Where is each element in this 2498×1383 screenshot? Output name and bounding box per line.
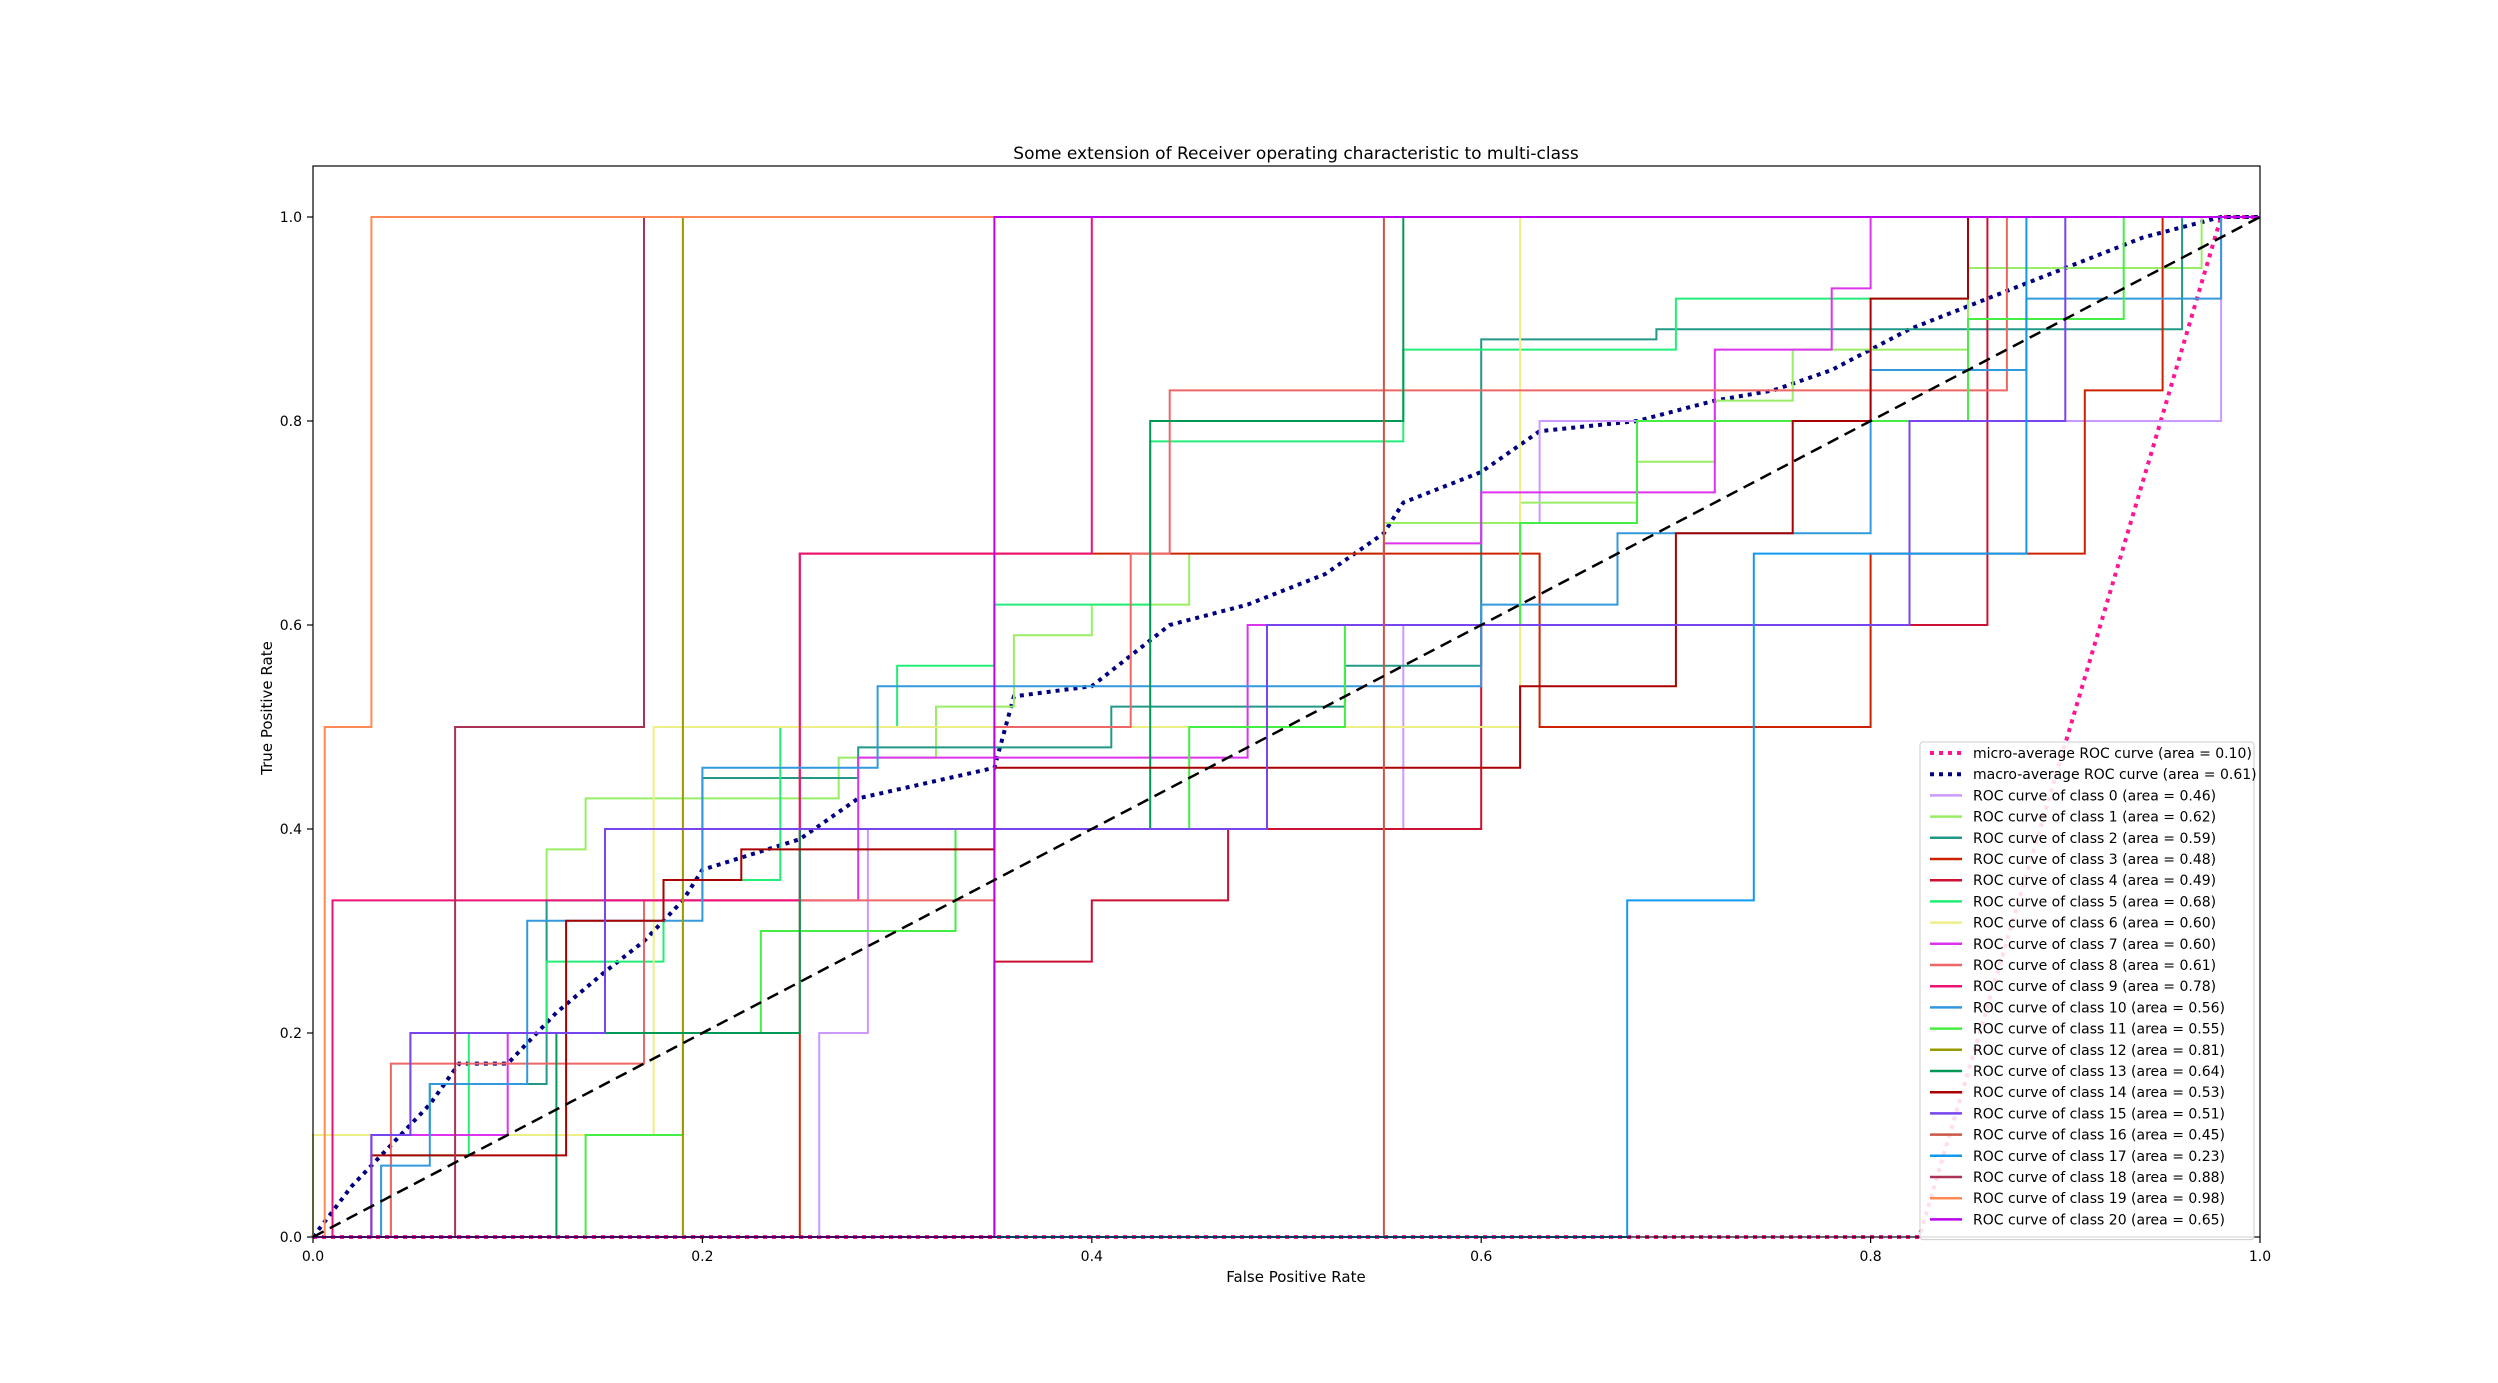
legend-entry-label: ROC curve of class 7 (area = 0.60) bbox=[1973, 937, 2216, 953]
legend-entry-label: ROC curve of class 2 (area = 0.59) bbox=[1973, 831, 2216, 847]
chart-title: Some extension of Receiver operating cha… bbox=[1013, 144, 1579, 164]
roc-curve-series-7 bbox=[313, 216, 2260, 1238]
legend-entry-label: ROC curve of class 14 (area = 0.53) bbox=[1973, 1085, 2225, 1101]
legend-entry-label: ROC curve of class 18 (area = 0.88) bbox=[1973, 1170, 2225, 1186]
chance-reference-line bbox=[312, 215, 2261, 1239]
legend-entry-label: macro-average ROC curve (area = 0.61) bbox=[1973, 767, 2257, 783]
y-tick-label: 0.4 bbox=[280, 822, 302, 838]
legend-entry-label: ROC curve of class 1 (area = 0.62) bbox=[1973, 810, 2216, 826]
roc-curve-series-16 bbox=[313, 216, 2260, 1238]
y-axis-label: True Positive Rate bbox=[258, 641, 276, 776]
legend-box bbox=[1919, 741, 2255, 1241]
legend-entry-label: ROC curve of class 13 (area = 0.64) bbox=[1973, 1064, 2225, 1080]
legend-entry-label: ROC curve of class 11 (area = 0.55) bbox=[1973, 1022, 2225, 1038]
legend-entry-label: ROC curve of class 8 (area = 0.61) bbox=[1973, 958, 2216, 974]
y-tick-label: 0.8 bbox=[280, 414, 302, 430]
legend-entry-label: ROC curve of class 15 (area = 0.51) bbox=[1973, 1106, 2225, 1122]
x-axis-ticks: 0.0 0.2 0.4 0.6 0.8 1.0 bbox=[302, 1237, 2271, 1265]
axes-frame bbox=[312, 165, 2261, 1238]
roc-curve-series-11 bbox=[313, 216, 2260, 1238]
y-tick-label: 1.0 bbox=[280, 210, 302, 226]
legend-entry-label: ROC curve of class 17 (area = 0.23) bbox=[1973, 1149, 2225, 1165]
x-tick-label: 0.2 bbox=[691, 1249, 713, 1265]
y-tick-label: 0.6 bbox=[280, 618, 302, 634]
legend-entry-label: ROC curve of class 16 (area = 0.45) bbox=[1973, 1128, 2225, 1144]
legend-entry-label: ROC curve of class 20 (area = 0.65) bbox=[1973, 1212, 2225, 1228]
legend-entry-label: ROC curve of class 4 (area = 0.49) bbox=[1973, 873, 2216, 889]
x-tick-label: 0.0 bbox=[302, 1249, 324, 1265]
x-tick-label: 0.8 bbox=[1859, 1249, 1881, 1265]
roc-curve-series-10 bbox=[313, 216, 2260, 1238]
legend-entry-label: ROC curve of class 12 (area = 0.81) bbox=[1973, 1043, 2225, 1059]
x-tick-label: 0.4 bbox=[1081, 1249, 1103, 1265]
x-axis-label: False Positive Rate bbox=[1226, 1268, 1365, 1286]
y-axis-ticks: 0.0 0.2 0.4 0.6 0.8 1.0 bbox=[280, 210, 313, 1246]
legend: micro-average ROC curve (area = 0.10) mac… bbox=[1919, 741, 2257, 1241]
legend-entry-label: ROC curve of class 5 (area = 0.68) bbox=[1973, 894, 2216, 910]
x-tick-label: 0.6 bbox=[1470, 1249, 1492, 1265]
roc-curve-series-17 bbox=[313, 216, 2260, 1238]
y-tick-label: 0.2 bbox=[280, 1026, 302, 1042]
legend-entry-label: ROC curve of class 6 (area = 0.60) bbox=[1973, 916, 2216, 932]
y-tick-label: 0.0 bbox=[280, 1230, 302, 1246]
roc-curve-series-19 bbox=[313, 216, 2260, 1238]
plot-area bbox=[311, 165, 2261, 1239]
x-tick-label: 1.0 bbox=[2249, 1249, 2271, 1265]
legend-entry-label: micro-average ROC curve (area = 0.10) bbox=[1973, 746, 2252, 762]
legend-entry-label: ROC curve of class 3 (area = 0.48) bbox=[1973, 852, 2216, 868]
legend-entry-label: ROC curve of class 19 (area = 0.98) bbox=[1973, 1191, 2225, 1207]
roc-curve-series-1 bbox=[311, 215, 2260, 1239]
legend-entry-label: ROC curve of class 10 (area = 0.56) bbox=[1973, 1000, 2225, 1016]
legend-entry-label: ROC curve of class 0 (area = 0.46) bbox=[1973, 788, 2216, 804]
legend-entry-label: ROC curve of class 9 (area = 0.78) bbox=[1973, 979, 2216, 995]
